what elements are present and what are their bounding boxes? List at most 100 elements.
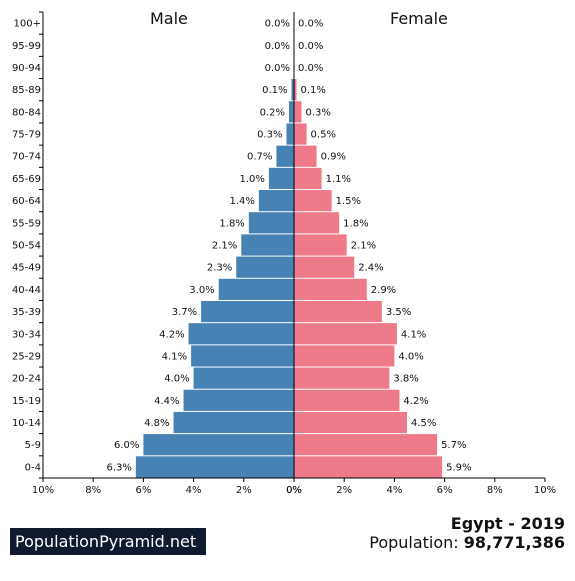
female-value-label: 0.1% bbox=[301, 85, 326, 96]
male-bar bbox=[218, 278, 294, 300]
female-bar bbox=[294, 79, 297, 101]
age-group-label: 10-14 bbox=[12, 418, 41, 429]
x-tick-label: 10% bbox=[32, 485, 54, 496]
x-tick-label: 6% bbox=[135, 485, 151, 496]
female-value-label: 0.0% bbox=[298, 63, 323, 74]
male-value-label: 1.0% bbox=[239, 174, 264, 185]
female-value-label: 4.1% bbox=[401, 329, 426, 340]
female-bar bbox=[294, 434, 438, 456]
x-tick-label: 8% bbox=[85, 485, 101, 496]
female-value-label: 0.0% bbox=[298, 19, 323, 30]
male-value-label: 4.4% bbox=[154, 396, 179, 407]
age-group-label: 80-84 bbox=[12, 107, 41, 118]
male-bar bbox=[241, 234, 294, 256]
female-bar bbox=[294, 411, 407, 434]
male-bar bbox=[173, 411, 294, 434]
x-tick-label: 2% bbox=[336, 485, 352, 496]
female-bar bbox=[294, 367, 390, 389]
age-group-label: 70-74 bbox=[12, 152, 41, 163]
female-value-label: 0.0% bbox=[298, 41, 323, 52]
x-tick-label: 0% bbox=[286, 485, 302, 496]
age-group-label: 75-79 bbox=[12, 130, 41, 141]
male-value-label: 1.4% bbox=[229, 196, 254, 207]
age-group-label: 100+ bbox=[14, 19, 41, 30]
male-value-label: 6.0% bbox=[114, 440, 139, 451]
age-group-label: 60-64 bbox=[12, 196, 41, 207]
male-value-label: 6.3% bbox=[106, 462, 131, 473]
age-group-label: 25-29 bbox=[12, 351, 41, 362]
female-title: Female bbox=[390, 9, 448, 28]
male-value-label: 0.0% bbox=[265, 41, 290, 52]
age-group-label: 5-9 bbox=[25, 440, 41, 451]
male-bar bbox=[143, 434, 294, 456]
female-value-label: 1.5% bbox=[336, 196, 361, 207]
female-value-label: 0.5% bbox=[311, 130, 336, 141]
male-bar bbox=[183, 389, 294, 411]
male-bar bbox=[191, 345, 294, 367]
age-group-label: 20-24 bbox=[12, 374, 41, 385]
male-bar bbox=[188, 323, 294, 345]
age-group-label: 40-44 bbox=[12, 285, 41, 296]
female-bar bbox=[294, 145, 317, 167]
x-tick-label: 6% bbox=[437, 485, 453, 496]
female-value-label: 1.8% bbox=[343, 218, 368, 229]
x-tick-label: 10% bbox=[534, 485, 556, 496]
female-value-label: 4.0% bbox=[398, 351, 423, 362]
age-group-label: 55-59 bbox=[12, 218, 41, 229]
female-value-label: 3.8% bbox=[393, 374, 418, 385]
population-value: 98,771,386 bbox=[463, 533, 565, 552]
male-bar bbox=[291, 79, 294, 101]
female-bar bbox=[294, 190, 332, 212]
x-tick-label: 8% bbox=[487, 485, 503, 496]
male-value-label: 4.1% bbox=[162, 351, 187, 362]
male-bar bbox=[201, 300, 294, 323]
female-value-label: 3.5% bbox=[386, 307, 411, 318]
male-value-label: 2.1% bbox=[212, 241, 237, 252]
x-tick-label: 4% bbox=[386, 485, 402, 496]
female-bar bbox=[294, 345, 395, 367]
female-bar bbox=[294, 256, 355, 278]
age-group-label: 85-89 bbox=[12, 85, 41, 96]
female-value-label: 0.3% bbox=[306, 107, 331, 118]
female-value-label: 2.1% bbox=[351, 241, 376, 252]
male-bar bbox=[268, 167, 294, 190]
male-value-label: 0.2% bbox=[260, 107, 285, 118]
male-value-label: 3.0% bbox=[189, 285, 214, 296]
male-value-label: 0.0% bbox=[265, 19, 290, 30]
female-bar bbox=[294, 323, 397, 345]
female-bar bbox=[294, 234, 347, 256]
male-title: Male bbox=[150, 9, 188, 28]
age-group-label: 15-19 bbox=[12, 396, 41, 407]
male-bar bbox=[286, 123, 294, 145]
female-bar bbox=[294, 212, 340, 234]
female-bar bbox=[294, 278, 367, 300]
male-value-label: 4.8% bbox=[144, 418, 169, 429]
male-value-label: 0.0% bbox=[265, 63, 290, 74]
male-value-label: 0.7% bbox=[247, 152, 272, 163]
population-label: Population: bbox=[369, 533, 459, 552]
brand-logo-link[interactable]: PopulationPyramid.net bbox=[10, 528, 206, 555]
male-value-label: 4.0% bbox=[164, 374, 189, 385]
female-bar bbox=[294, 456, 443, 478]
female-value-label: 0.9% bbox=[321, 152, 346, 163]
age-group-label: 0-4 bbox=[25, 462, 41, 473]
female-value-label: 5.7% bbox=[441, 440, 466, 451]
male-bar bbox=[135, 456, 294, 478]
female-value-label: 1.1% bbox=[326, 174, 351, 185]
x-tick-label: 2% bbox=[236, 485, 252, 496]
male-value-label: 2.3% bbox=[207, 263, 232, 274]
male-bar bbox=[276, 145, 294, 167]
female-bar bbox=[294, 167, 322, 190]
age-group-label: 45-49 bbox=[12, 263, 41, 274]
age-group-label: 90-94 bbox=[12, 63, 41, 74]
female-bar bbox=[294, 123, 307, 145]
male-bar bbox=[248, 212, 294, 234]
male-value-label: 4.2% bbox=[159, 329, 184, 340]
age-group-label: 50-54 bbox=[12, 241, 41, 252]
female-value-label: 4.5% bbox=[411, 418, 436, 429]
female-bar bbox=[294, 101, 302, 123]
age-group-label: 95-99 bbox=[12, 41, 41, 52]
female-bar bbox=[294, 300, 382, 323]
x-tick-label: 4% bbox=[186, 485, 202, 496]
